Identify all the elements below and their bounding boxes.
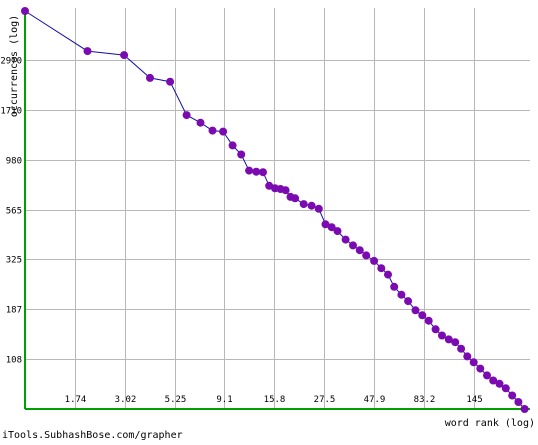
y-tick-label: 2970 [0,57,22,67]
data-point [520,405,529,413]
x-tick-label: 27.5 [314,395,336,405]
data-point [83,47,92,56]
data-points [21,7,529,413]
data-point [438,331,446,340]
data-point [476,364,485,373]
data-point [349,241,357,250]
data-point [291,194,300,203]
data-point [397,290,406,299]
x-tick-labels: 1.74 3.02 5.25 9.1 15.8 27.5 47.9 83.2 145 [65,395,483,405]
data-point [259,168,267,177]
data-point [21,7,29,15]
data-point [495,379,504,388]
data-point [431,325,440,334]
data-point [362,251,371,260]
data-point [489,376,498,385]
data-point [299,200,308,209]
data-point [327,223,336,232]
data-point [463,352,472,361]
data-point [314,204,323,213]
data-point [219,127,228,136]
x-tick-label: 145 [466,395,482,405]
data-point [208,126,217,135]
y-axis-label: occurrences (log) [9,15,20,117]
y-tick-label: 108 [6,356,22,366]
data-point [281,186,290,195]
data-point [252,167,261,176]
data-point [514,398,523,406]
x-tick-label: 83.2 [414,395,436,405]
data-point [120,51,129,60]
data-point [341,235,350,244]
data-point [307,201,316,210]
data-point [166,77,175,86]
data-point [196,118,205,127]
grid [25,8,530,409]
data-point [237,150,246,159]
data-point [146,73,154,82]
y-tick-labels: 2970 1710 980 565 325 187 108 [0,57,22,366]
x-axis-label: word rank (log) [445,418,535,429]
y-tick-label: 980 [6,157,22,167]
x-tick-label: 3.02 [115,395,137,405]
data-point [228,141,237,150]
data-point [411,306,420,315]
data-point [333,227,342,236]
data-point [501,384,510,393]
data-point [355,246,364,255]
data-point [483,371,491,380]
data-point [457,344,466,353]
y-tick-label: 565 [6,207,22,217]
data-point [469,358,478,367]
x-tick-label: 5.25 [165,395,187,405]
data-point [418,311,427,320]
x-tick-label: 47.9 [364,395,386,405]
data-point [182,111,191,120]
data-point [508,391,517,400]
x-tick-label: 15.8 [264,395,286,405]
credit-text: iTools.SubhashBose.com/grapher [2,430,183,441]
x-tick-label: 1.74 [65,395,87,405]
data-point [451,338,460,347]
y-tick-label: 187 [6,306,22,316]
data-point [444,335,453,344]
y-tick-label: 1710 [0,107,22,117]
data-point [370,256,379,265]
data-point [404,297,413,306]
axes [24,8,530,410]
data-point [377,264,386,273]
data-point [245,166,254,175]
x-tick-label: 9.1 [216,395,232,405]
data-point [390,282,399,291]
data-point [424,316,433,325]
data-point [384,270,392,279]
data-point [321,220,330,229]
y-tick-label: 325 [6,256,22,266]
